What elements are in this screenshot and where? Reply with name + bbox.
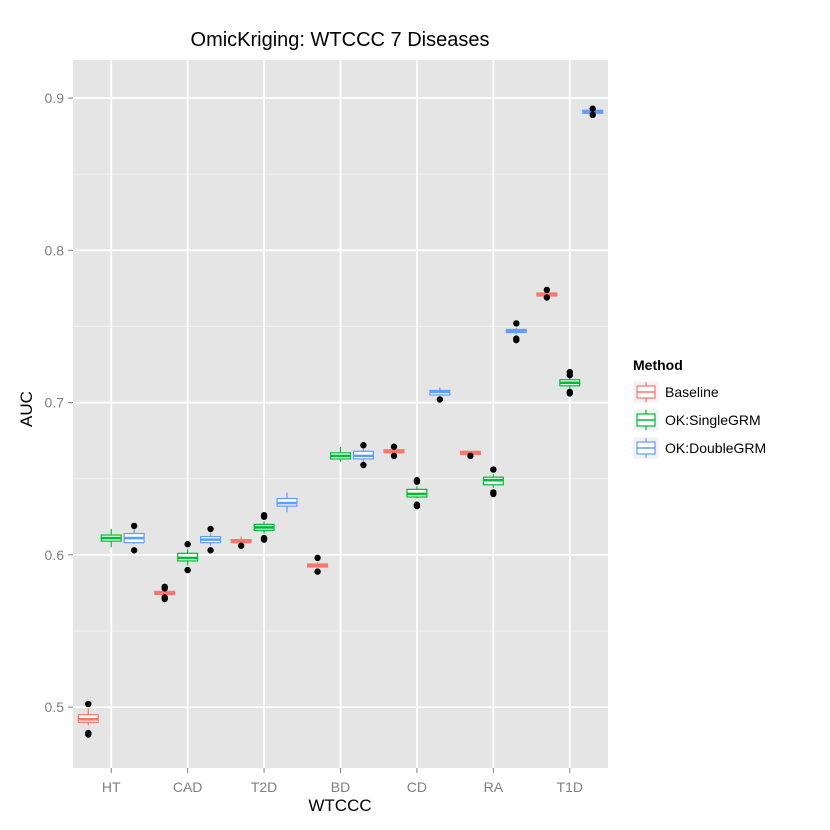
y-tick-label: 0.9 [45, 90, 65, 106]
outlier-point [184, 566, 191, 574]
outlier-point [490, 466, 497, 473]
legend-label: OK:SingleGRM [665, 412, 761, 428]
outlier-point [566, 390, 573, 397]
x-axis-title: WTCCC [308, 796, 371, 815]
y-tick-label: 0.8 [45, 242, 65, 258]
outlier-point [85, 700, 92, 708]
outlier-point [314, 554, 321, 562]
legend-label: Baseline [665, 384, 719, 400]
grid-lines [73, 60, 608, 768]
box-layer [77, 105, 604, 738]
outlier-point [566, 371, 573, 379]
outlier-point [207, 525, 214, 533]
x-tick-label: T2D [251, 779, 277, 795]
outlier-point [314, 568, 321, 575]
x-tick-label: CAD [173, 779, 203, 795]
legend-key [632, 408, 660, 432]
legend-key [632, 380, 660, 404]
legend-title: Method [633, 357, 683, 373]
chart-title: OmicKriging: WTCCC 7 Diseases [191, 29, 490, 51]
y-axis-title: AUC [17, 391, 36, 427]
box-ok-doublegrm-cd [429, 387, 451, 403]
box-ok-singlegrm-ra [482, 466, 504, 498]
outlier-point [390, 443, 398, 450]
legend-key [632, 436, 660, 460]
outlier-point [161, 594, 168, 601]
box-ok-singlegrm-bd [329, 446, 352, 462]
box-ok-doublegrm-cad [200, 525, 222, 554]
outlier-point [390, 452, 398, 460]
x-tick-label: CD [407, 779, 427, 795]
box-baseline-cad [154, 583, 176, 603]
outlier-point [436, 396, 444, 403]
box-ok-singlegrm-cad [177, 540, 199, 574]
box-ok-doublegrm-t1d [582, 105, 604, 119]
box-ok-doublegrm-t2d [276, 492, 298, 513]
outlier-point [360, 461, 367, 469]
outlier-point [413, 478, 421, 485]
outlier-point [260, 534, 268, 542]
box-ok-doublegrm-ra [505, 320, 527, 344]
y-tick-label: 0.7 [45, 395, 65, 411]
outlier-point [360, 442, 367, 449]
outlier-point [543, 286, 551, 294]
box-baseline-ra [459, 450, 481, 460]
x-tick-label: HT [102, 779, 121, 795]
box-ok-singlegrm-t1d [559, 368, 581, 397]
outlier-point [161, 585, 168, 592]
box-baseline-t2d [230, 536, 252, 549]
y-tick-label: 0.5 [45, 699, 65, 715]
outlier-point [130, 547, 138, 554]
outlier-point [589, 105, 596, 112]
x-tick-label: T1D [557, 779, 583, 795]
outlier-point [184, 540, 191, 548]
y-axis-ticks: 0.5 0.6 0.7 0.8 0.9 [45, 90, 73, 715]
outlier-point [130, 522, 138, 530]
box-ok-singlegrm-ht [100, 528, 122, 548]
outlier-point [589, 111, 596, 119]
box-ok-singlegrm-t2d [253, 512, 275, 543]
outlier-point [85, 729, 92, 737]
legend-label: OK:DoubleGRM [665, 440, 766, 456]
box-ok-doublegrm-bd [352, 442, 374, 469]
x-tick-label: RA [484, 779, 504, 795]
x-tick-label: BD [331, 779, 350, 795]
box-ok-singlegrm-cd [406, 477, 428, 510]
outlier-point [543, 294, 551, 301]
box-baseline-bd [307, 554, 329, 575]
box-ok-doublegrm-ht [123, 522, 145, 554]
box-baseline-ht [77, 700, 99, 738]
outlier-point [207, 547, 214, 554]
box-baseline-t1d [536, 286, 558, 301]
y-tick-label: 0.6 [45, 547, 65, 563]
outlier-point [467, 452, 474, 460]
outlier-point [513, 320, 520, 327]
outlier-point [490, 490, 497, 498]
box-baseline-cd [383, 443, 405, 460]
legend: Method Baseline OK:SingleGRM OK:DoubleGRM [632, 357, 766, 460]
x-axis-ticks: HT CAD T2D BD CD RA T1D [102, 768, 583, 795]
outlier-point [237, 542, 245, 549]
outlier-point [413, 502, 421, 510]
outlier-point [260, 513, 268, 520]
outlier-point [513, 336, 520, 344]
